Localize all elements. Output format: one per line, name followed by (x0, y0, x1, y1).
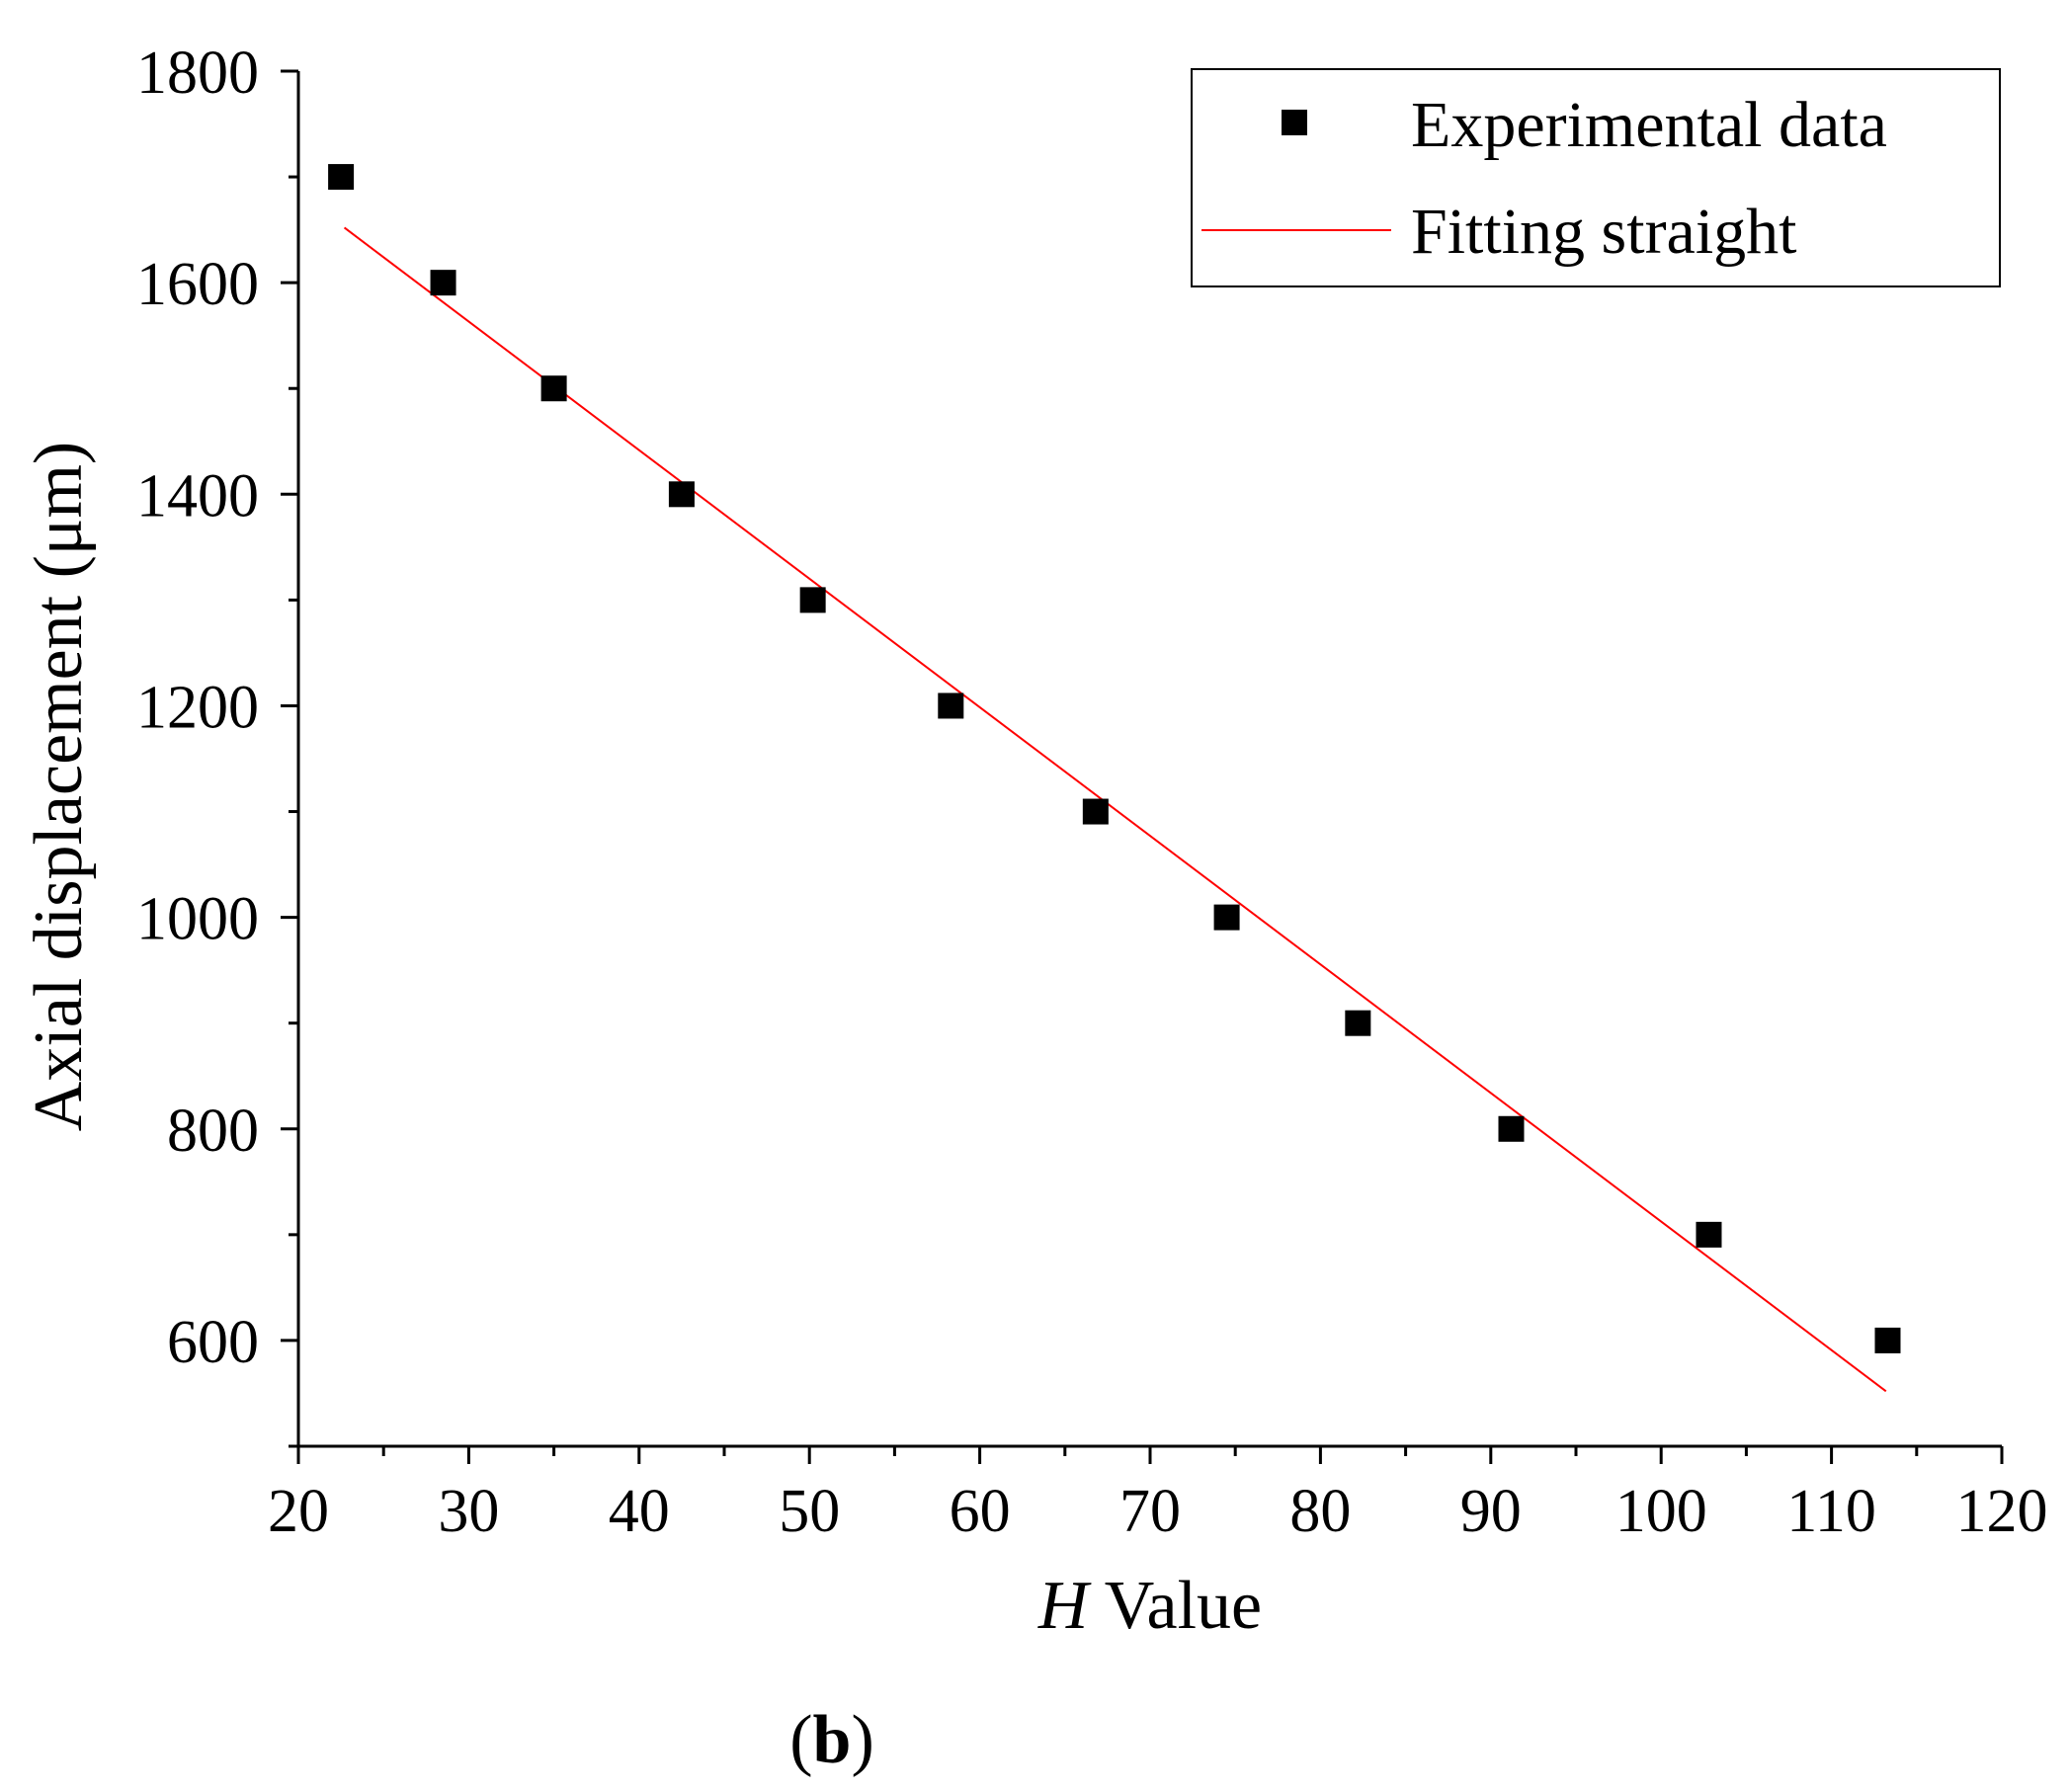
x-tick-label: 70 (1119, 1478, 1181, 1545)
x-tick-label: 50 (779, 1478, 840, 1545)
legend: Experimental data Fitting straight (1191, 68, 2001, 287)
x-tick-label: 40 (609, 1478, 670, 1545)
data-point (1345, 1010, 1371, 1036)
data-point (938, 692, 964, 719)
x-tick-label: 60 (950, 1478, 1011, 1545)
legend-marker-experimental (1282, 110, 1307, 135)
data-point (799, 587, 826, 613)
data-point (1874, 1327, 1901, 1353)
fit-line-layer (343, 226, 1887, 1393)
y-tick-label: 1000 (136, 886, 259, 953)
y-tick-label: 600 (167, 1309, 259, 1376)
data-point (1082, 798, 1109, 825)
y-tick-label: 1200 (136, 674, 259, 741)
y-tick-label: 1400 (136, 462, 259, 529)
y-tick-label: 800 (167, 1098, 259, 1165)
data-point (668, 481, 695, 508)
x-tick-label: 120 (1956, 1478, 2048, 1545)
y-tick-label: 1600 (136, 251, 259, 318)
y-tick-label: 1800 (136, 40, 259, 107)
data-point (1213, 904, 1240, 931)
x-tick-label: 30 (438, 1478, 499, 1545)
x-tick-label: 100 (1615, 1478, 1707, 1545)
x-axis-title-rest: Value (1088, 1568, 1262, 1644)
x-axis-title: H Value (1037, 1568, 1262, 1644)
data-point (1696, 1221, 1722, 1248)
data-point (540, 375, 567, 402)
x-tick-label: 20 (268, 1478, 329, 1545)
x-ticks: 20 30 40 50 60 70 80 90 100 110 120 (268, 1446, 2048, 1545)
y-axis-title: Axial displacement (μm) (21, 442, 97, 1131)
data-point (1498, 1115, 1525, 1142)
x-tick-label: 90 (1460, 1478, 1522, 1545)
legend-label-experimental: Experimental data (1411, 89, 1887, 161)
y-ticks: 600 800 1000 1200 1400 1600 1800 (136, 40, 298, 1448)
figure-caption: (b) (789, 1702, 874, 1778)
data-point (328, 164, 355, 191)
caption-letter: b (813, 1702, 852, 1778)
caption-close-paren: ) (851, 1702, 873, 1778)
data-point (430, 270, 456, 296)
fit-line (343, 226, 1887, 1393)
legend-label-fit: Fitting straight (1411, 196, 1797, 268)
data-points (328, 164, 1901, 1353)
caption-open-paren: ( (789, 1702, 812, 1778)
legend-box (1191, 68, 2001, 287)
x-axis-title-italic: H (1037, 1568, 1092, 1644)
x-tick-label: 110 (1786, 1478, 1876, 1545)
x-tick-label: 80 (1289, 1478, 1351, 1545)
